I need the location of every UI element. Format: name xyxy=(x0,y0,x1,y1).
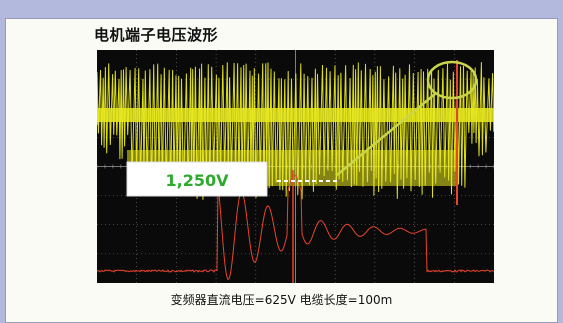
callout-box xyxy=(126,161,268,197)
red-current-trace xyxy=(97,174,494,281)
chart-title: 电机端子电压波形 xyxy=(94,26,219,44)
oscilloscope-screen: 1,250V xyxy=(97,50,494,283)
highlight-circle xyxy=(426,60,478,100)
yellow-voltage-trace xyxy=(97,62,494,200)
chart-caption: 变频器直流电压=625V 电缆长度=100m xyxy=(170,293,393,307)
oscilloscope-plot: 1,250V xyxy=(97,50,494,283)
yellow-trace-band xyxy=(97,108,494,122)
callout-leader-line xyxy=(336,93,436,176)
callout-label: 1,250V xyxy=(166,171,230,190)
